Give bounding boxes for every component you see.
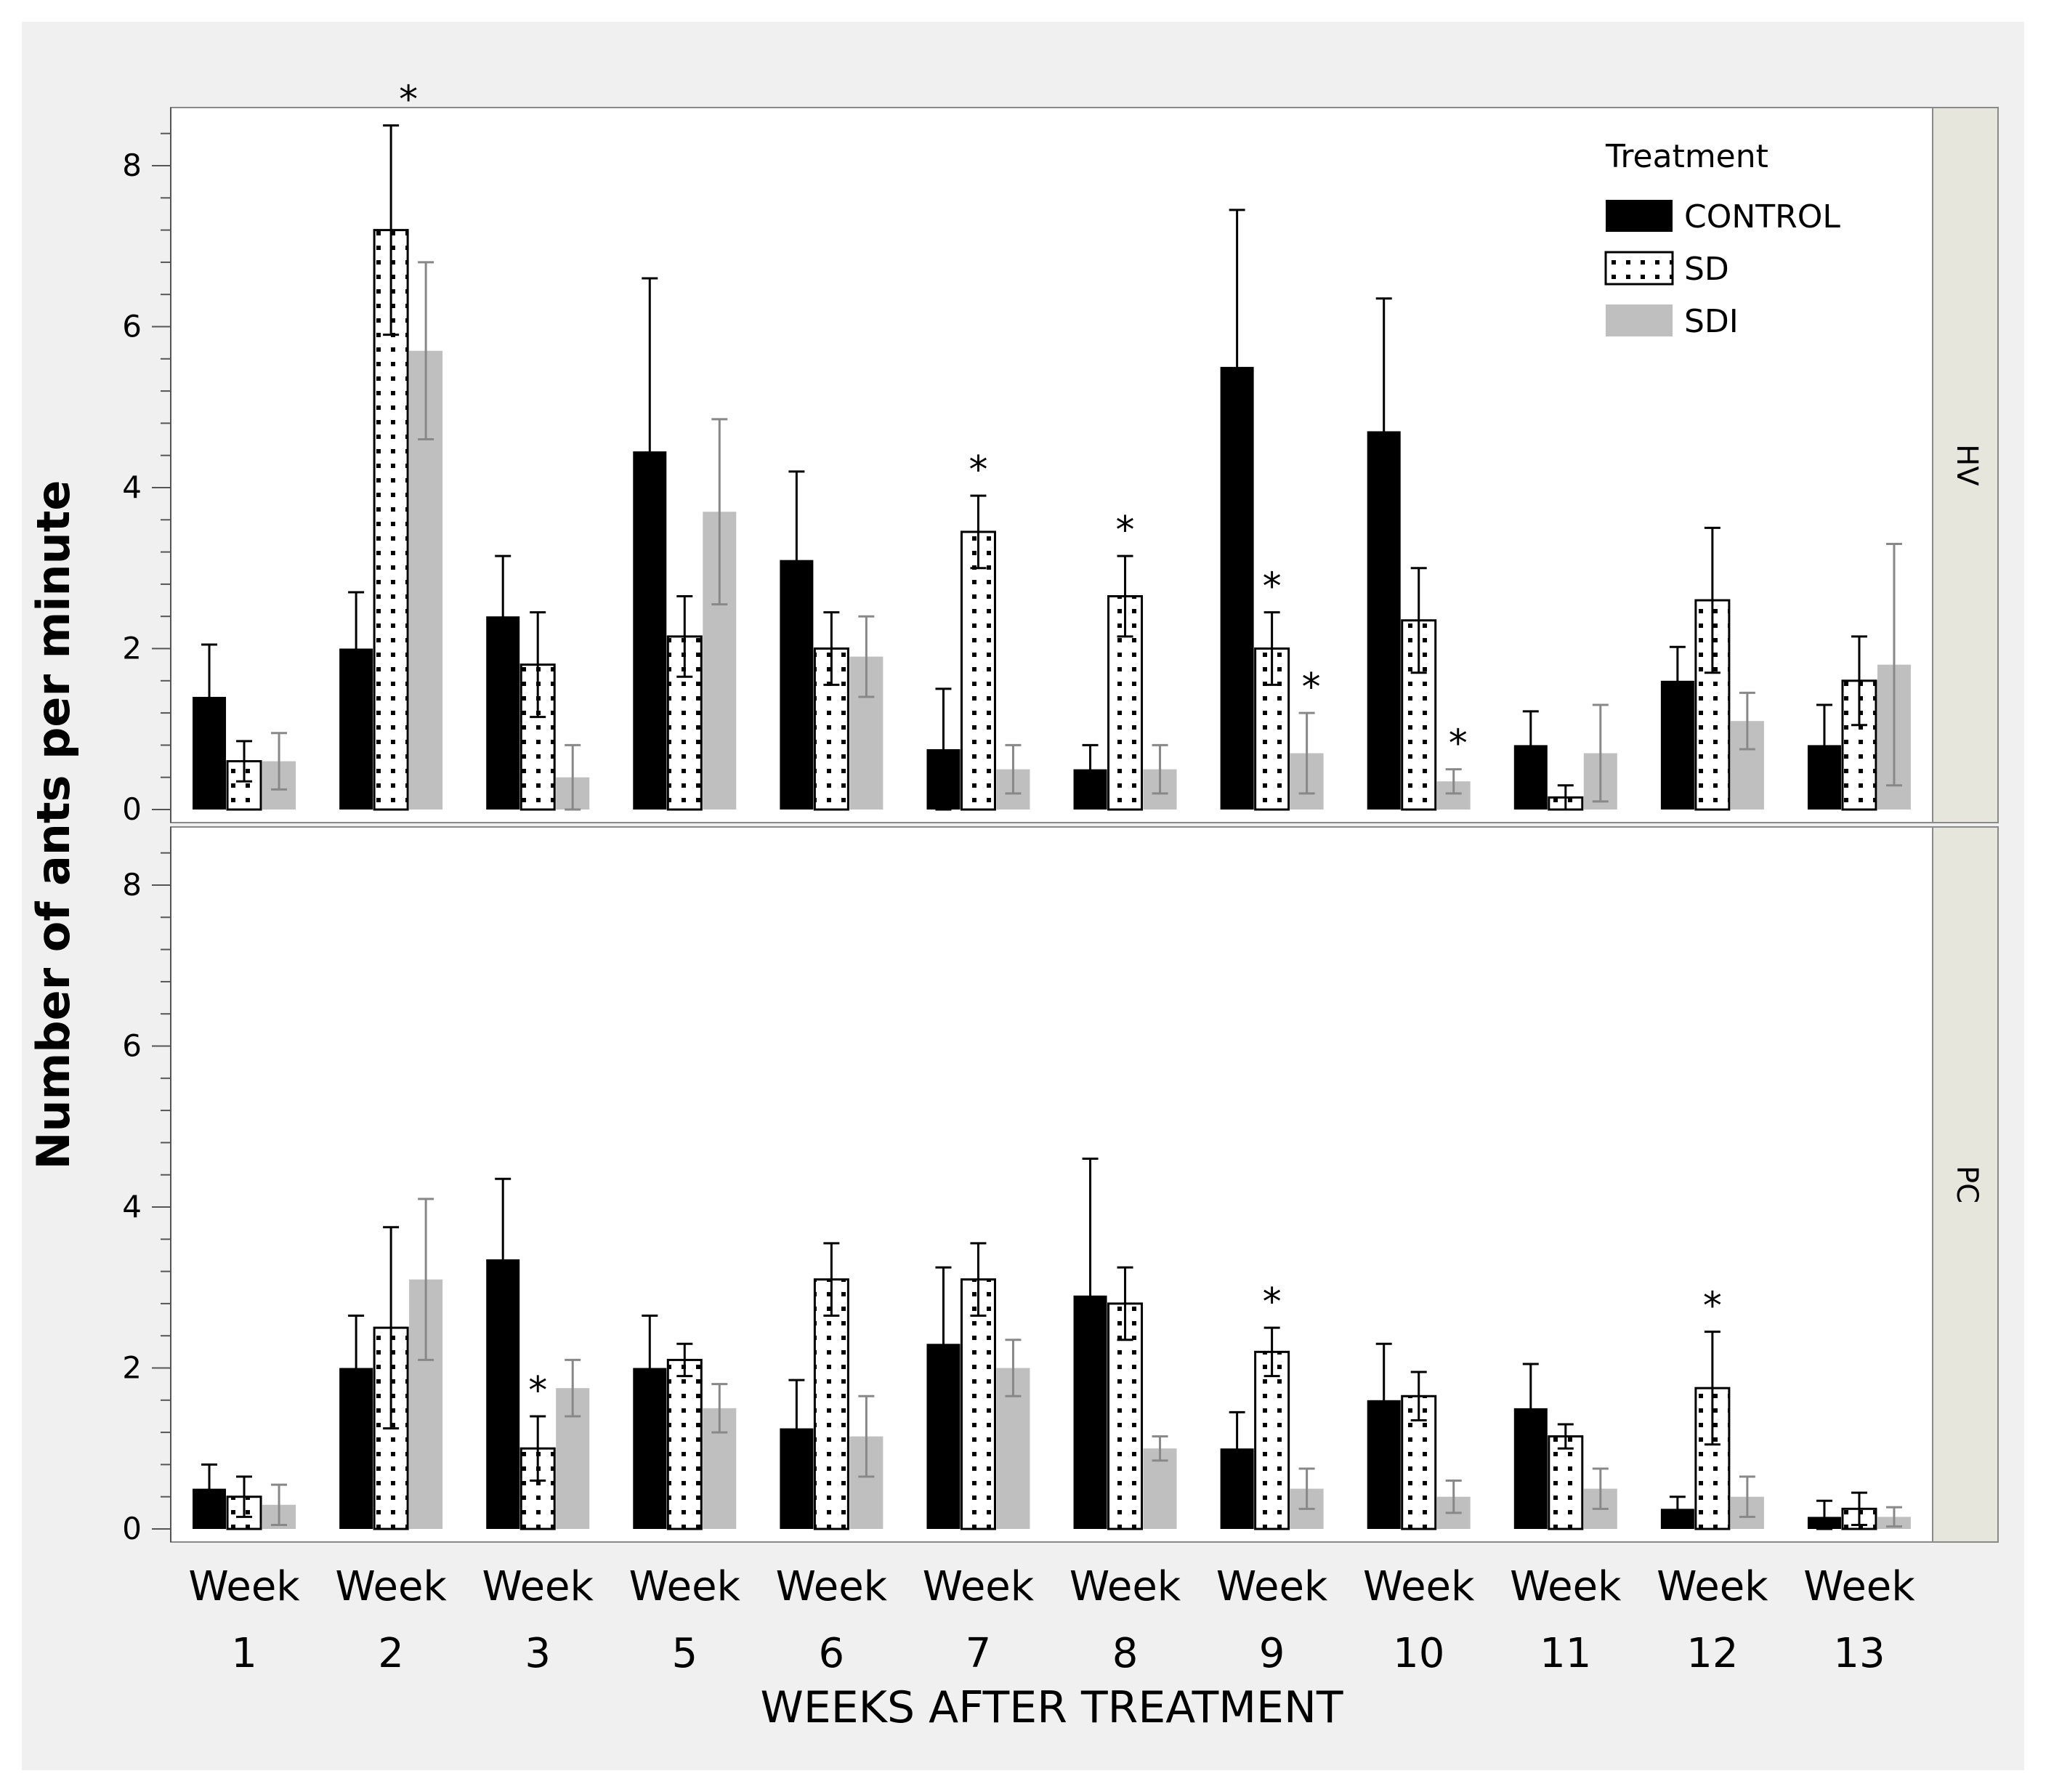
x-tick-label: Week 9 <box>1216 1563 1328 1677</box>
legend-label: SD <box>1684 251 1729 288</box>
x-tick-label-line: 8 <box>1112 1630 1139 1677</box>
x-tick-label: Week 8 <box>1070 1563 1181 1677</box>
x-tick-label-line: Week <box>482 1563 594 1610</box>
x-tick-label-line: 1 <box>231 1630 257 1677</box>
x-tick-label-line: 2 <box>378 1630 404 1677</box>
bar-hv-sd <box>960 530 996 811</box>
x-tick-label-line: 12 <box>1686 1630 1738 1677</box>
x-tick-label-line: 6 <box>819 1630 845 1677</box>
x-tick-label-line: Week <box>1070 1563 1181 1610</box>
x-tick-label-line: Week <box>1803 1563 1915 1610</box>
y-tick-label: 8 <box>122 148 142 183</box>
x-tick-label: Week 7 <box>923 1563 1035 1677</box>
x-tick-label-line: Week <box>923 1563 1035 1610</box>
x-tick-label: Week 5 <box>629 1563 741 1677</box>
x-tick-label-line: 7 <box>966 1630 992 1677</box>
x-tick-label: Week 13 <box>1803 1563 1915 1677</box>
y-tick-label: 6 <box>122 309 142 344</box>
x-tick-label-line: Week <box>335 1563 447 1610</box>
significance-marker: * <box>399 78 418 122</box>
y-tick-label: 0 <box>122 1511 142 1546</box>
bar-pc-sd <box>1548 1435 1584 1530</box>
bar-pc-sd <box>960 1278 996 1530</box>
y-tick-label: 4 <box>122 1189 142 1224</box>
bar-hv-sd <box>813 647 849 811</box>
x-tick-label-line: Week <box>1510 1563 1622 1610</box>
significance-marker: * <box>969 448 987 492</box>
legend: Treatment CONTROL SD SDI <box>1604 138 1840 340</box>
bar-chart: HV * * * * * * PC * * * 0 2 4 6 8 0 2 4 6 8 Week 1 Week 2 Week 3… <box>27 78 1999 1733</box>
significance-marker: * <box>528 1369 547 1413</box>
x-tick-label: Week 10 <box>1363 1563 1475 1677</box>
x-tick-label-line: Week <box>1363 1563 1475 1610</box>
legend-label: CONTROL <box>1684 198 1840 235</box>
x-tick-label: Week 6 <box>776 1563 888 1677</box>
significance-marker: * <box>1263 1280 1282 1324</box>
panel-strip <box>1932 107 1999 823</box>
x-tick-label-line: 11 <box>1540 1630 1591 1677</box>
x-tick-label-line: Week <box>1216 1563 1328 1610</box>
bar-pc-sd <box>1107 1302 1144 1530</box>
panel-strip <box>1932 826 1999 1543</box>
x-tick-label-line: Week <box>629 1563 741 1610</box>
y-tick-label: 2 <box>122 631 142 666</box>
y-tick-label: 2 <box>122 1350 142 1386</box>
y-tick-label: 0 <box>122 791 142 827</box>
panel-pc-background <box>170 826 1933 1543</box>
significance-marker: * <box>1703 1285 1722 1328</box>
legend-swatch-sd <box>1604 251 1674 286</box>
legend-swatch-control <box>1606 200 1673 232</box>
bar-pc-sd <box>813 1278 849 1530</box>
x-tick-label-line: 10 <box>1393 1630 1444 1677</box>
bar-pc-sd <box>1254 1350 1290 1530</box>
axes: 0 2 4 6 8 0 2 4 6 8 <box>122 108 171 1546</box>
x-tick-label-line: Week <box>1657 1563 1768 1610</box>
x-tick-label: Week 2 <box>335 1563 447 1677</box>
y-tick-label: 4 <box>122 469 142 505</box>
legend-swatch-sdi <box>1606 304 1673 336</box>
x-tick-label-line: 5 <box>671 1630 698 1677</box>
legend-label: SDI <box>1684 303 1739 340</box>
x-tick-label-line: Week <box>776 1563 888 1610</box>
x-tick-label: Week 3 <box>482 1563 594 1677</box>
plot-area: HV * * * * * * PC * * * <box>170 78 1999 1543</box>
x-tick-label-line: 3 <box>525 1630 551 1677</box>
significance-marker: * <box>1302 666 1321 709</box>
x-axis-title: WEEKS AFTER TREATMENT <box>761 1682 1343 1733</box>
panel-strip-label: PC <box>1950 1166 1984 1203</box>
significance-marker: * <box>1263 565 1282 609</box>
significance-marker: * <box>1116 509 1135 552</box>
x-tick-label: Week 11 <box>1510 1563 1622 1677</box>
significance-marker: * <box>1449 722 1468 766</box>
x-tick-label-line: Week <box>188 1563 300 1610</box>
y-axis-title: Number of ants per minute <box>27 480 80 1170</box>
axis-labels: Week 1 Week 2 Week 3 Week 5 Week 6 Week 7 Week 8 Week 9… <box>27 480 1915 1733</box>
y-tick-label: 8 <box>122 867 142 903</box>
figure-frame: HV * * * * * * PC * * * 0 2 4 6 8 0 2 4 6 8 Week 1 Week 2 Week 3… <box>22 22 2024 1770</box>
bar-pc-sd <box>666 1358 703 1530</box>
panel-strip-label: HV <box>1950 444 1984 486</box>
legend-title: Treatment <box>1605 138 1768 175</box>
x-tick-label-line: 13 <box>1833 1630 1885 1677</box>
x-tick-label: Week 1 <box>188 1563 300 1677</box>
bar-pc-sd <box>1694 1387 1731 1530</box>
bar-pc-sdi <box>1143 1448 1177 1529</box>
x-tick-label-line: 9 <box>1259 1630 1285 1677</box>
x-tick-label: Week 12 <box>1657 1563 1768 1677</box>
y-tick-label: 6 <box>122 1028 142 1064</box>
